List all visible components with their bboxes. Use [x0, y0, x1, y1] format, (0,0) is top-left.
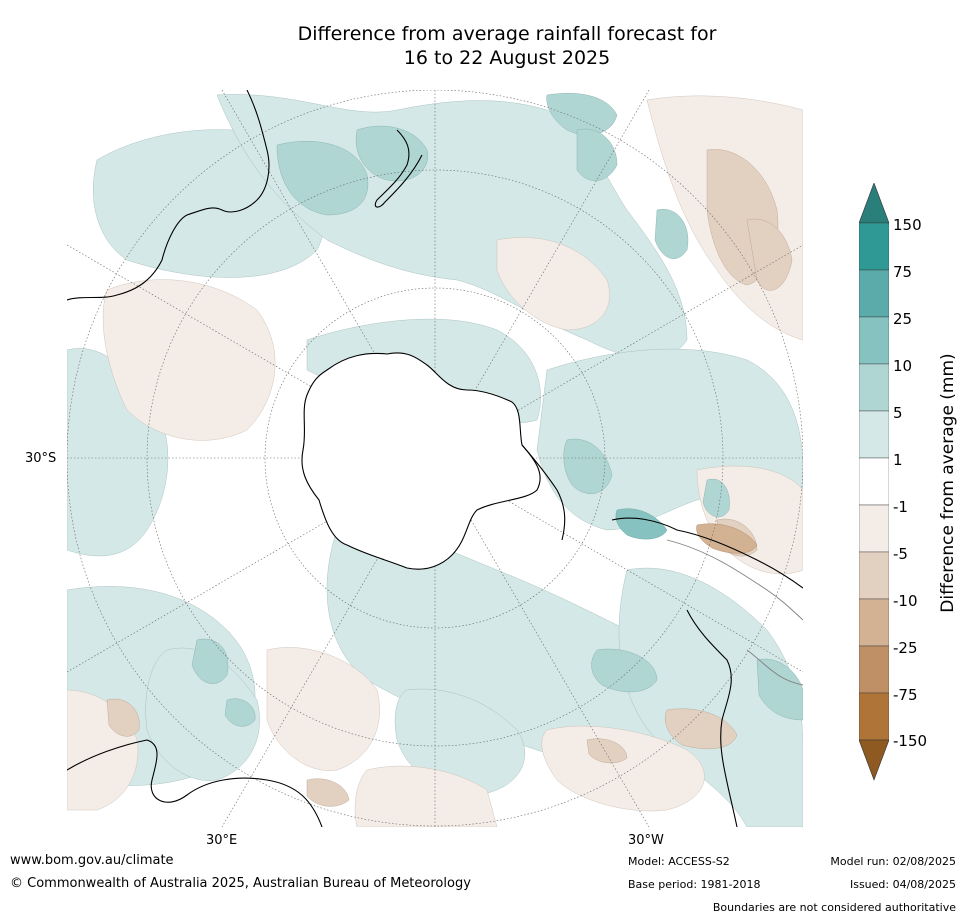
footer-model-run: Model run: 02/08/2025: [830, 855, 956, 868]
colorbar-bin-neg25-neg10: [859, 645, 889, 694]
colorbar-tick: 150: [893, 216, 922, 234]
anomaly-5-10-regions: [191, 93, 803, 727]
antarctic-peninsula: [521, 444, 566, 541]
longitude-label-30w: 30°W: [628, 833, 664, 848]
colorbar-extend-low: [859, 739, 889, 781]
footer-website-link[interactable]: www.bom.gov.au/climate: [10, 853, 174, 868]
colorbar-bin-neg75-neg25: [859, 692, 889, 741]
colorbar-tick: 10: [893, 357, 913, 375]
colorbar-tick: 1: [893, 451, 903, 469]
australia-coastline: [67, 90, 270, 301]
south-america-coastline: [611, 517, 803, 589]
footer-model: Model: ACCESS-S2: [628, 855, 730, 868]
rainfall-anomaly-map: [67, 90, 803, 827]
colorbar-title: Difference from average (mm): [938, 353, 958, 613]
colorbar-tick: -5: [893, 545, 908, 563]
footer-issued: Issued: 04/08/2025: [849, 878, 956, 891]
footer-disclaimer: Boundaries are not considered authoritat…: [712, 901, 956, 914]
colorbar-tick: 75: [893, 263, 913, 281]
new-zealand-coastline: [374, 129, 423, 208]
footer-copyright: © Commonwealth of Australia 2025, Austra…: [10, 876, 471, 891]
map-title-line2: 16 to 22 August 2025: [403, 47, 611, 69]
colorbar-tick: 5: [893, 404, 903, 422]
map-svg: [67, 90, 803, 827]
colorbar-bin-10-25: [859, 363, 889, 412]
latitude-label-30s: 30°S: [25, 451, 57, 466]
colorbar-extend-high: [859, 183, 889, 224]
colorbar-bin-neg1-1: [859, 504, 889, 553]
colorbar-bin-1-5: [859, 457, 889, 506]
country-borders: [666, 539, 803, 686]
map-title: Difference from average rainfall forecas…: [0, 22, 965, 70]
colorbar-bin-25-75: [859, 316, 889, 365]
colorbar-bin-5-10: [859, 410, 889, 459]
colorbar-bin-75-150: [859, 269, 889, 318]
colorbar: [859, 183, 889, 781]
south-america-east-coast: [686, 609, 738, 827]
anomaly-10-25-patch: [615, 508, 668, 540]
southern-africa-coastline: [67, 739, 323, 827]
colorbar-bin-neg5-neg1: [859, 551, 889, 600]
footer-base-period: Base period: 1981-2018: [628, 878, 761, 891]
colorbar-tick: -10: [893, 592, 918, 610]
colorbar-tick: -150: [893, 732, 928, 750]
colorbar-tick: 25: [893, 310, 913, 328]
map-title-line1: Difference from average rainfall forecas…: [297, 23, 717, 45]
colorbar-tick: -25: [893, 639, 918, 657]
colorbar-tick: -1: [893, 498, 908, 516]
colorbar-bin-gt150: [859, 222, 889, 271]
longitude-label-30e: 30°E: [206, 833, 238, 848]
antarctica-coastline: [301, 352, 541, 570]
colorbar-bin-neg10-neg5: [859, 598, 889, 647]
colorbar-tick: -75: [893, 686, 918, 704]
